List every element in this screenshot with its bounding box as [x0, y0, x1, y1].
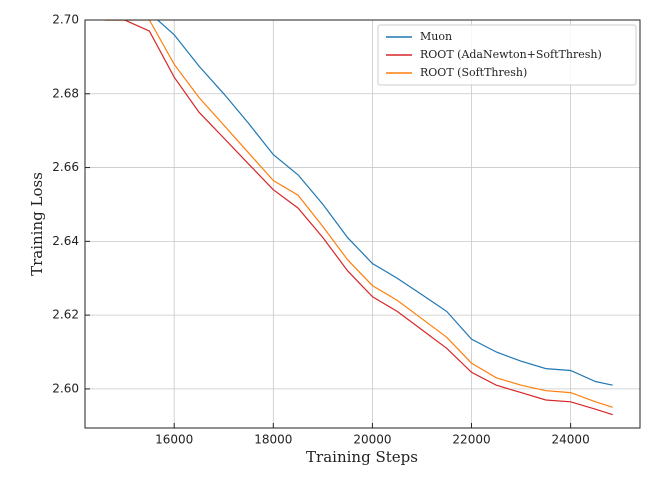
- y-tick-label: 2.62: [52, 308, 79, 322]
- legend-label: Muon: [420, 30, 452, 43]
- x-tick-label: 20000: [353, 433, 391, 447]
- y-tick-label: 2.66: [52, 160, 79, 174]
- y-axis-label: Training Loss: [28, 172, 46, 276]
- legend-label: ROOT (SoftThresh): [420, 66, 527, 79]
- data-line: [104, 20, 613, 408]
- y-tick-label: 2.64: [52, 234, 79, 248]
- y-tick-label: 2.60: [52, 381, 79, 395]
- x-tick-label: 16000: [155, 433, 193, 447]
- plot-lines: [104, 20, 613, 416]
- data-line: [156, 20, 613, 386]
- legend-label: ROOT (AdaNewton+SoftThresh): [420, 48, 602, 61]
- x-axis-label: Training Steps: [306, 448, 418, 466]
- x-tick-label: 18000: [254, 433, 292, 447]
- plot-frame: [84, 19, 641, 429]
- legend-box: [377, 24, 637, 86]
- y-tick-label: 2.68: [52, 86, 79, 100]
- x-tick-label: 24000: [552, 433, 590, 447]
- data-line: [104, 20, 613, 416]
- x-tick-label: 22000: [452, 433, 490, 447]
- y-tick-label: 2.70: [52, 13, 79, 27]
